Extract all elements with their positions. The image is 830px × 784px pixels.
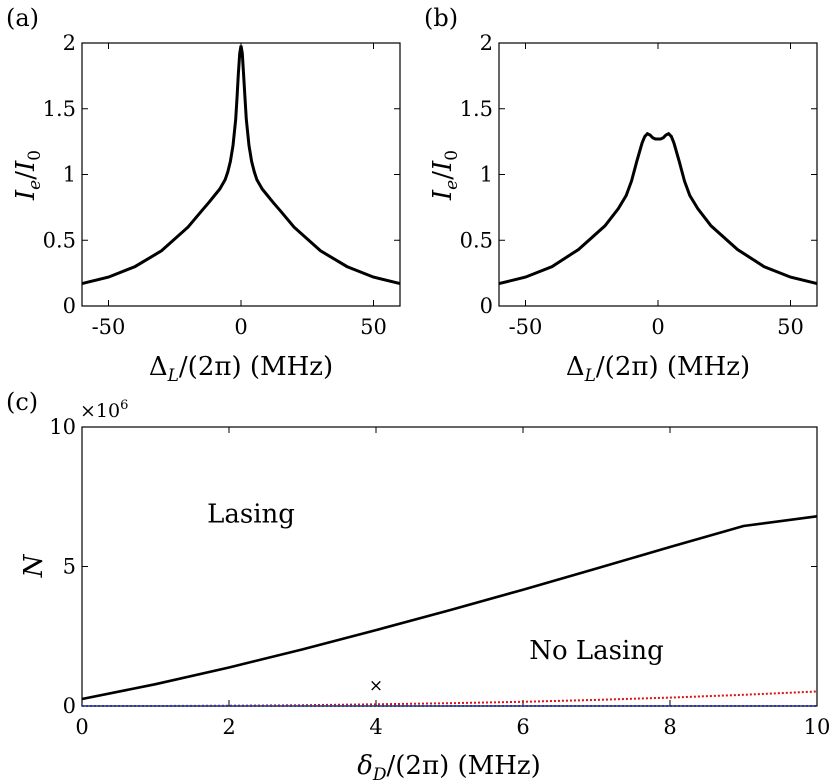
y-tick-label: 2: [480, 31, 493, 55]
y-axis-label-b: Ie/I0: [428, 150, 462, 201]
annotation-lasing: Lasing: [207, 499, 295, 529]
x-ticks-b: -50 0 50: [509, 43, 804, 339]
annotation-no-lasing: No Lasing: [529, 636, 663, 666]
series-line-red-dotted: [82, 690, 818, 707]
x-tick-label: 0: [75, 715, 88, 739]
y-tick-label: 0.5: [460, 228, 493, 252]
y-tick-label: 10: [49, 415, 76, 439]
panel-c-label: (c): [6, 388, 38, 416]
x-tick-label: 50: [360, 315, 387, 339]
x-tick-label: 50: [777, 315, 804, 339]
axes-box-a: [81, 42, 401, 307]
y-tick-label: 5: [63, 555, 76, 579]
x-ticks-a: -50 0 50: [92, 43, 387, 339]
x-axis-label-c: δD/(2π) (MHz): [357, 751, 541, 784]
y-tick-label: 1.5: [43, 97, 76, 121]
y-ticks-a: 0 0.5 1 1.5 2: [43, 31, 400, 318]
y-axis-label-c: N: [19, 553, 49, 578]
y-tick-label: 1: [480, 163, 493, 187]
x-tick-label: -50: [509, 315, 543, 339]
y-tick-label: 0: [63, 294, 76, 318]
panel-b-label: (b): [424, 4, 458, 32]
series-line-threshold: [81, 515, 818, 701]
x-ticks-c: 0 2 4 6 8 10: [75, 427, 830, 739]
axes-box-c: [81, 426, 818, 707]
x-axis-label-b: ΔL/(2π) (MHz): [566, 352, 750, 386]
y-tick-label: 1.5: [460, 97, 493, 121]
y-tick-label: 0: [63, 694, 76, 718]
x-tick-label: -50: [92, 315, 126, 339]
y-axis-label-a: Ie/I0: [11, 150, 45, 201]
y-ticks-b: 0 0.5 1 1.5 2: [460, 31, 817, 318]
x-tick-label: 2: [222, 715, 235, 739]
y-tick-label: 1: [63, 163, 76, 187]
cross-marker: ×: [369, 676, 383, 696]
x-tick-label: 8: [663, 715, 676, 739]
x-tick-label: 0: [651, 315, 664, 339]
y-tick-label: 2: [63, 31, 76, 55]
x-tick-label: 4: [369, 715, 382, 739]
series-line-a: [81, 45, 401, 286]
y-multiplier: ×106: [80, 398, 128, 422]
x-tick-label: 0: [234, 315, 247, 339]
y-tick-label: 0: [480, 294, 493, 318]
y-tick-label: 0.5: [43, 228, 76, 252]
y-ticks-c: 0 5 10: [49, 415, 817, 718]
x-tick-label: 10: [804, 715, 830, 739]
panel-a: (a) 0 0.5 1 1.5 2 -50 0 50 ΔL/(2π) (MHz) Ie/I0: [6, 4, 401, 386]
panel-c: (c) ×106 0 5 10 0 2 4 6 8 10 Lasing No Lasing ×…: [6, 388, 830, 784]
axes-box-b: [498, 42, 818, 307]
series-line-b: [498, 131, 818, 286]
x-axis-label-a: ΔL/(2π) (MHz): [149, 352, 333, 386]
panel-b: (b) 0 0.5 1 1.5 2 -50 0 50 ΔL/(2π) (MHz) Ie/I0: [424, 4, 818, 386]
x-tick-label: 6: [516, 715, 529, 739]
series-group-c: [81, 515, 818, 707]
panel-a-label: (a): [6, 4, 39, 32]
